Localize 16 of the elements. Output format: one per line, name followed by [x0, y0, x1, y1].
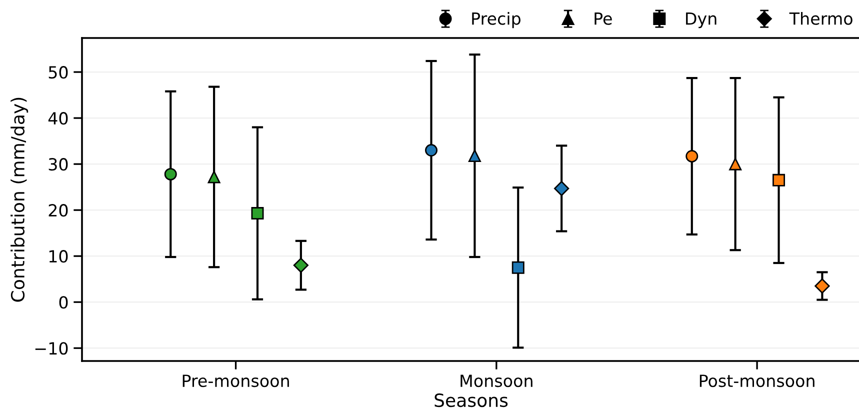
y-tick-label: −10 [35, 342, 68, 355]
y-tick-label: 40 [48, 112, 68, 125]
y-tick-label: 20 [48, 204, 68, 217]
x-tick-label: Post-monsoon [700, 374, 814, 388]
x-tick-label: Pre-monsoon [182, 374, 289, 388]
y-axis-title: Contribution (mm/day) [10, 98, 28, 302]
legend-label: Thermo [789, 12, 852, 25]
y-tick-label: 50 [48, 66, 68, 79]
x-axis-title: Seasons [434, 393, 508, 408]
legend-label: Precip [472, 12, 520, 28]
y-tick-label: 30 [48, 158, 68, 171]
y-tick-label: 0 [59, 296, 68, 309]
x-tick-label: Monsoon [460, 374, 532, 388]
legend-label: Dyn [686, 12, 716, 28]
y-tick-label: 10 [49, 250, 68, 263]
legend-label: Pe [594, 12, 612, 25]
